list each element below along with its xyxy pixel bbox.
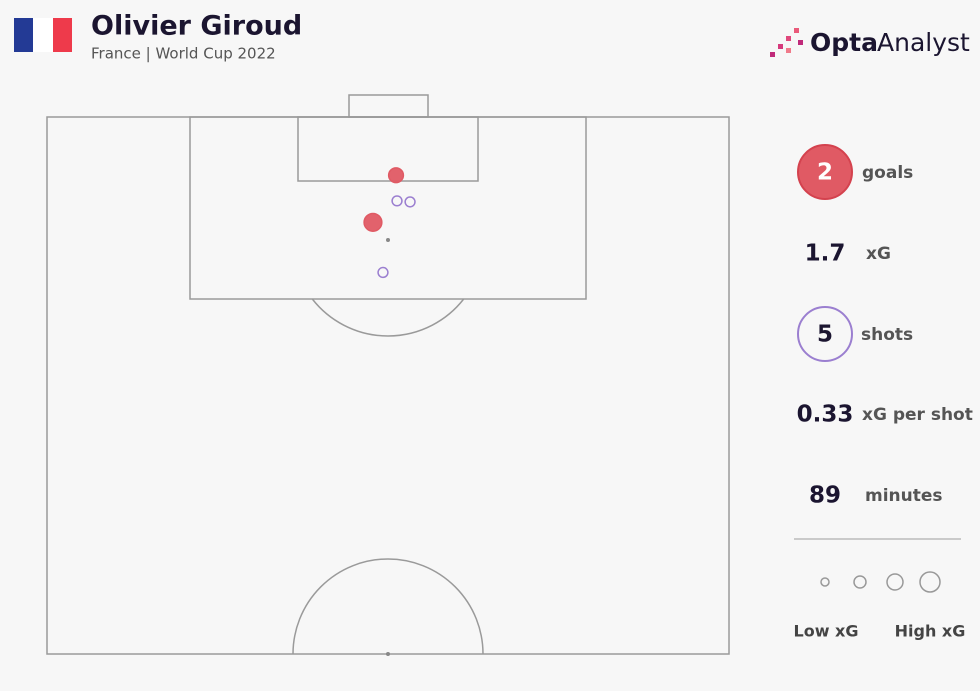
brand-analyst: Analyst — [877, 28, 970, 57]
stat-label: shots — [861, 325, 913, 345]
legend-high: High xG — [895, 622, 966, 641]
title: Olivier Giroud — [91, 11, 302, 42]
stat-label: xG — [866, 244, 891, 264]
goal-shot — [387, 167, 405, 184]
pitch — [46, 94, 730, 656]
stat-value: 5 — [817, 322, 833, 348]
centre-circle — [292, 558, 484, 655]
flag — [14, 18, 72, 52]
logo-pixel — [794, 28, 799, 33]
stat-value: 2 — [817, 160, 833, 186]
logo-pixel — [770, 52, 775, 57]
legend-low: Low xG — [794, 622, 859, 641]
shot — [404, 196, 416, 208]
flag-red — [53, 18, 72, 52]
logo-pixel — [786, 36, 791, 41]
stat-value: 89 — [809, 483, 841, 509]
stat-value: 0.33 — [797, 402, 854, 428]
flag-white — [33, 18, 53, 52]
legend-size — [820, 577, 830, 587]
shots-badge — [797, 306, 853, 362]
stat-value: 1.7 — [805, 241, 846, 267]
goal-shot — [363, 212, 383, 232]
legend-size — [886, 573, 904, 591]
stats-panel: Low xG High xG — [794, 144, 966, 641]
goals-badge — [797, 144, 853, 200]
shot — [391, 195, 403, 207]
logo-pixel — [798, 40, 803, 45]
logo-pixel — [786, 48, 791, 53]
subtitle: France | World Cup 2022 — [91, 45, 276, 63]
penalty-arc — [311, 298, 465, 337]
legend-size — [919, 571, 941, 593]
legend-size — [853, 575, 867, 589]
shot — [377, 266, 389, 279]
stat-label: goals — [862, 163, 913, 183]
goal — [348, 94, 429, 118]
penalty-spot — [386, 238, 390, 242]
stat-label: xG per shot — [862, 405, 973, 425]
brand-opta: Opta — [810, 28, 878, 57]
centre-spot — [386, 652, 390, 656]
brand-logo — [770, 28, 803, 57]
flag-blue — [14, 18, 33, 52]
logo-pixel — [778, 44, 783, 49]
stat-label: minutes — [865, 486, 943, 506]
